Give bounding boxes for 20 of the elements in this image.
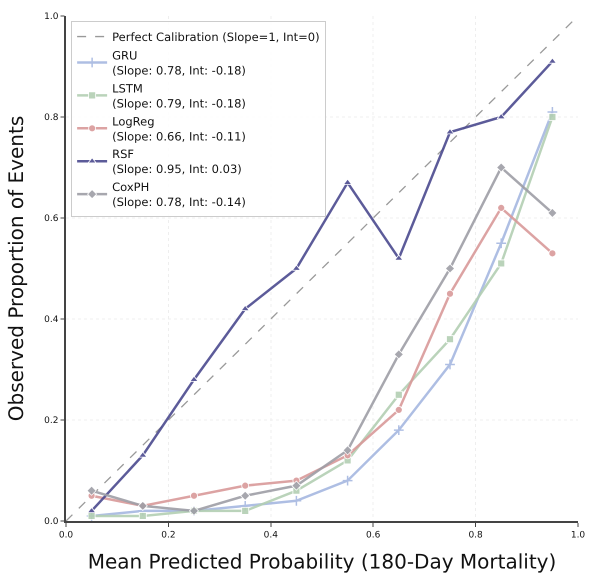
x-tick-label: 0.4: [264, 530, 278, 541]
y-tick-label: 0.8: [44, 113, 59, 124]
legend-label: LSTM (Slope: 0.79, Int: -0.18): [112, 81, 246, 110]
legend-label: LogReg (Slope: 0.66, Int: -0.11): [112, 114, 246, 144]
y-tick-label: 0.4: [44, 315, 59, 326]
y-axis-title: Observed Proportion of Events: [4, 116, 28, 422]
x-tick-label: 0.6: [366, 530, 381, 541]
x-tick-label: 0.0: [58, 530, 74, 541]
x-tick-label: 0.2: [161, 530, 176, 541]
legend-label: RSF (Slope: 0.95, Int: 0.03): [112, 147, 242, 176]
x-tick-label: 0.8: [468, 530, 484, 541]
x-axis-title: Mean Predicted Probability (180-Day Mortality): [88, 550, 556, 574]
x-tick-label: 1.0: [570, 530, 586, 541]
y-tick-label: 0.6: [44, 214, 59, 224]
legend-label: CoxPH (Slope: 0.78, Int: -0.14): [112, 180, 246, 210]
legend-label: Perfect Calibration (Slope=1, Int=0): [112, 30, 320, 44]
y-tick-label: 1.0: [44, 12, 59, 22]
legend-label: GRU (Slope: 0.78, Int: -0.18): [112, 48, 246, 78]
y-tick-label: 0.0: [44, 517, 59, 528]
y-tick-label: 0.2: [44, 416, 58, 426]
